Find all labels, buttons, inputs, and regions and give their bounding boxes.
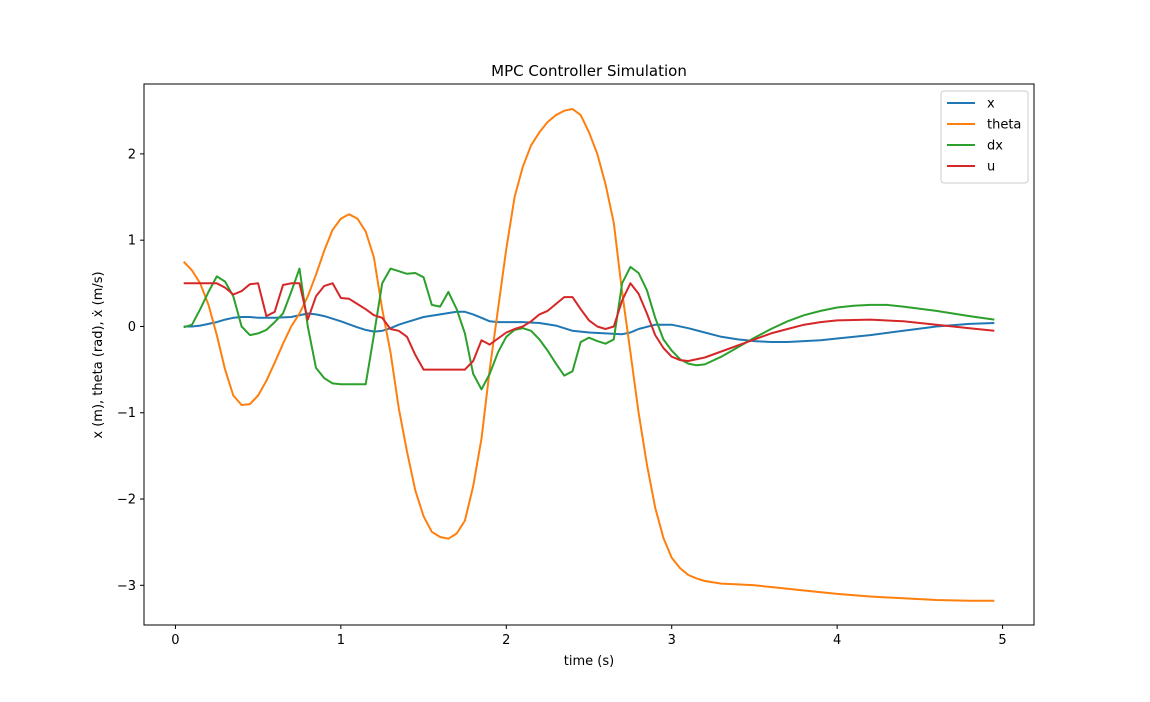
legend-label-x: x <box>987 97 995 112</box>
y-tick-label: 2 <box>128 147 136 162</box>
x-tick-label: 1 <box>337 633 345 648</box>
y-tick-label: 0 <box>128 320 136 335</box>
legend-label-u: u <box>987 160 995 175</box>
x-tick-label: 3 <box>668 633 676 648</box>
y-tick-label: −3 <box>117 579 136 594</box>
series-line-u <box>183 282 995 371</box>
series-line-theta <box>182 108 995 602</box>
plot-frame <box>143 83 1035 626</box>
series-line-dx <box>183 265 995 391</box>
y-axis-label: x (m), theta (rad), ẋ (m/s) <box>91 271 106 438</box>
legend: x theta dx u <box>940 90 1029 184</box>
legend-label-theta: theta <box>987 118 1021 133</box>
x-tick-label: 4 <box>833 633 841 648</box>
legend-label-dx: dx <box>987 139 1003 154</box>
series-line-x <box>183 310 995 343</box>
y-tick-label: −2 <box>117 493 136 508</box>
x-tick-label: 0 <box>171 633 179 648</box>
x-tick-label: 2 <box>502 633 510 648</box>
x-axis-label: time (s) <box>564 654 614 669</box>
chart-title: MPC Controller Simulation <box>491 62 687 80</box>
y-tick-label: −1 <box>117 406 136 421</box>
y-tick-label: 1 <box>128 234 136 249</box>
legend-box <box>940 90 1029 184</box>
x-tick-label: 5 <box>998 633 1006 648</box>
